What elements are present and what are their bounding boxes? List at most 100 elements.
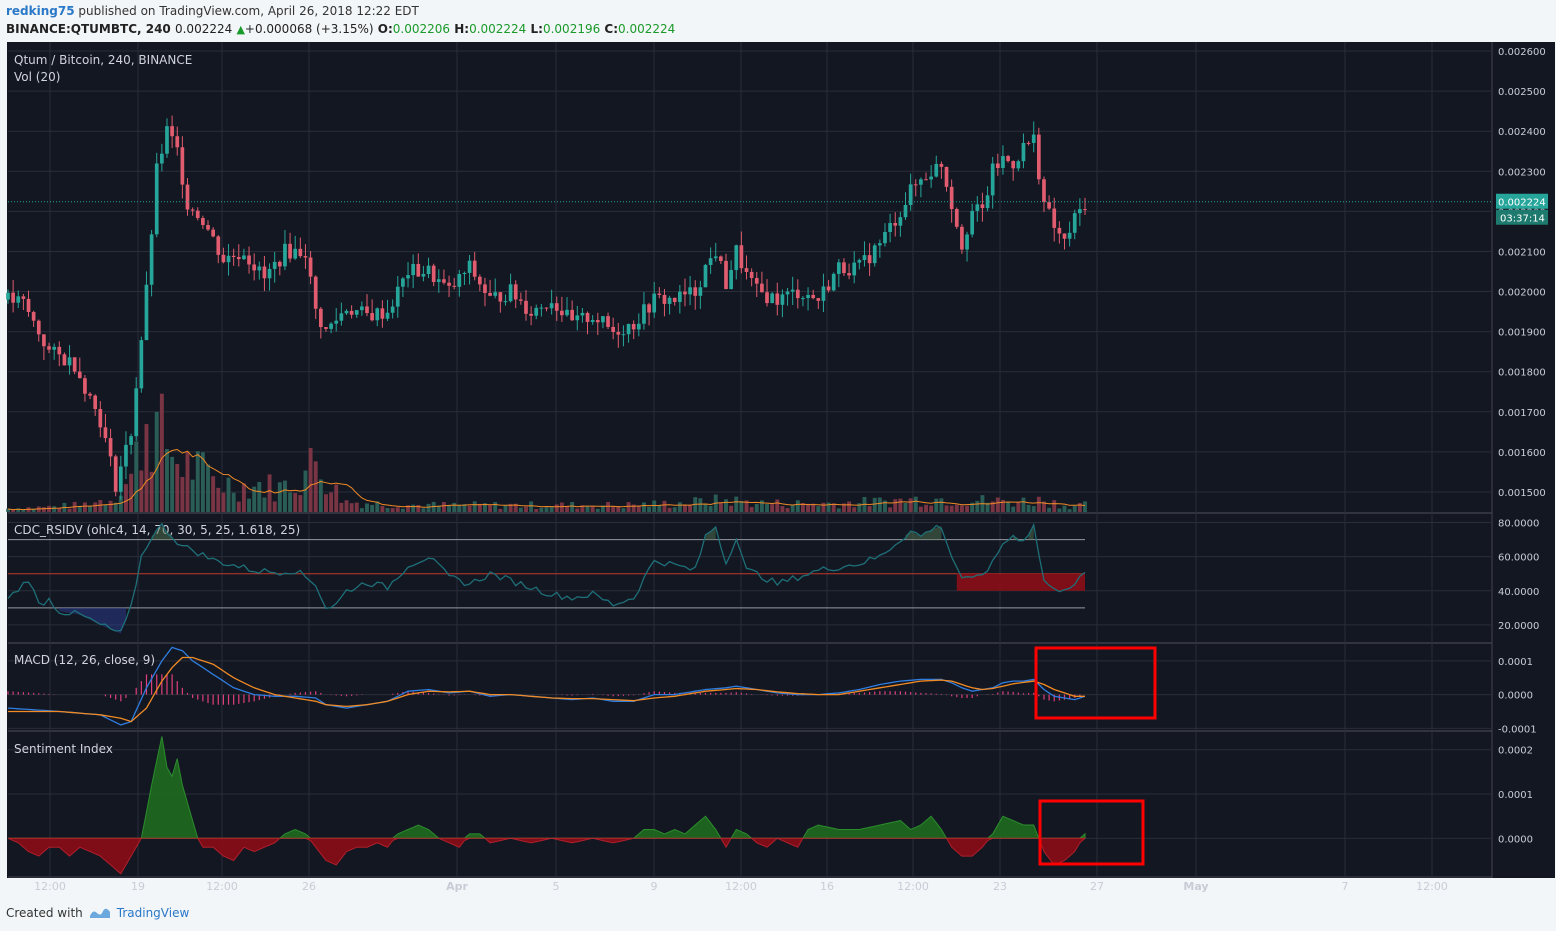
volume-bar	[847, 501, 852, 512]
candle-body	[498, 292, 503, 302]
volume-bar	[806, 503, 811, 512]
candle-body	[765, 292, 769, 304]
candle-body	[949, 186, 954, 210]
candle-body	[31, 312, 36, 321]
candle-body	[621, 334, 626, 336]
candle-body	[549, 303, 554, 309]
price-tick-label: 0.002000	[1498, 288, 1546, 299]
candle-body	[934, 163, 939, 177]
candle-body	[16, 296, 21, 303]
candle-body	[1062, 233, 1067, 239]
volume-bar	[185, 451, 190, 512]
candle-body	[77, 371, 82, 379]
volume-bar	[1042, 501, 1046, 512]
volume-bar	[390, 508, 395, 512]
candle-body	[611, 326, 616, 332]
tradingview-link[interactable]: TradingView	[89, 906, 189, 920]
candle-body	[113, 456, 118, 492]
volume-bar	[836, 508, 841, 512]
volume-bar	[1057, 508, 1062, 512]
volume-bar	[652, 500, 657, 512]
candle-body	[216, 236, 221, 255]
volume-bar	[257, 481, 262, 512]
candle-body	[667, 297, 672, 304]
candle-body	[980, 204, 985, 209]
candle-body	[503, 301, 508, 303]
x-tick-label: 12:00	[1416, 880, 1448, 893]
candle-body	[672, 297, 677, 302]
candle-body	[954, 209, 959, 227]
candle-body	[708, 258, 713, 265]
candle-body	[754, 278, 759, 284]
candle-body	[118, 466, 123, 492]
rsi-overbought-fill	[151, 525, 173, 540]
author-link[interactable]: redking75	[6, 4, 75, 18]
candle-body	[601, 316, 605, 323]
candle-body	[36, 320, 41, 335]
volume-bar	[672, 507, 677, 512]
candle-body	[477, 276, 482, 285]
sentiment-annotation-box	[1038, 799, 1145, 866]
volume-bar	[1036, 496, 1041, 512]
candle-body	[370, 313, 374, 321]
volume-bar	[318, 479, 323, 512]
candle-body	[457, 274, 462, 287]
volume-bar	[529, 501, 534, 512]
candle-body	[154, 163, 159, 235]
volume-bar	[606, 501, 610, 512]
low-value: 0.002196	[542, 22, 601, 36]
candle-body	[524, 300, 528, 314]
volume-bar	[518, 507, 523, 512]
rsi-overbought-fill	[1028, 525, 1034, 540]
volume-bar	[211, 476, 216, 512]
volume-bar	[380, 506, 385, 512]
x-tick-label: 12:00	[897, 880, 929, 893]
volume-bar	[262, 497, 267, 512]
volume-bar	[298, 495, 303, 512]
candle-body	[719, 256, 723, 261]
volume-bar	[729, 505, 734, 512]
chart-canvas[interactable]: 12:00 19 12:00 26 Apr 5 9 12:00 16 12:00 23 27 May 7 1…	[0, 42, 1556, 894]
volume-bar	[677, 502, 682, 512]
candle-body	[252, 264, 257, 271]
candle-body	[867, 255, 872, 264]
candle-body	[585, 312, 590, 323]
candle-body	[1026, 142, 1031, 144]
candle-body	[888, 223, 892, 232]
volume-bar	[344, 500, 349, 512]
candle-body	[560, 310, 564, 316]
volume-bar	[539, 507, 544, 512]
candle-body	[513, 284, 518, 300]
volume-bar	[749, 507, 754, 512]
volume-bar	[416, 504, 421, 512]
volume-bar	[647, 506, 652, 512]
candle-body	[652, 293, 657, 313]
volume-bar	[406, 505, 410, 512]
volume-bar	[282, 480, 287, 512]
volume-bar	[842, 503, 846, 512]
volume-bar	[375, 501, 380, 512]
volume-bar	[93, 502, 98, 512]
volume-bar	[867, 506, 872, 512]
candle-body	[944, 166, 949, 187]
volume-bar	[903, 502, 908, 512]
price-tick-label: 0.001500	[1498, 488, 1546, 499]
volume-bar	[226, 477, 231, 512]
volume-bar	[272, 501, 277, 512]
candle-body	[134, 388, 139, 437]
candle-body	[960, 226, 964, 250]
candle-body	[749, 271, 754, 279]
candle-body	[324, 327, 328, 329]
candle-body	[831, 273, 836, 291]
price-tick-label: 0.001700	[1498, 408, 1546, 419]
volume-bar	[662, 500, 667, 512]
candle-body	[488, 292, 492, 296]
volume-bar	[811, 503, 816, 512]
candle-body	[57, 346, 62, 355]
sentiment-tick-label: 0.0000	[1498, 834, 1533, 845]
candle-body	[1042, 179, 1046, 203]
candle-body	[447, 282, 451, 286]
candle-body	[493, 292, 498, 296]
candle-body	[790, 289, 795, 292]
candle-body	[647, 304, 651, 313]
